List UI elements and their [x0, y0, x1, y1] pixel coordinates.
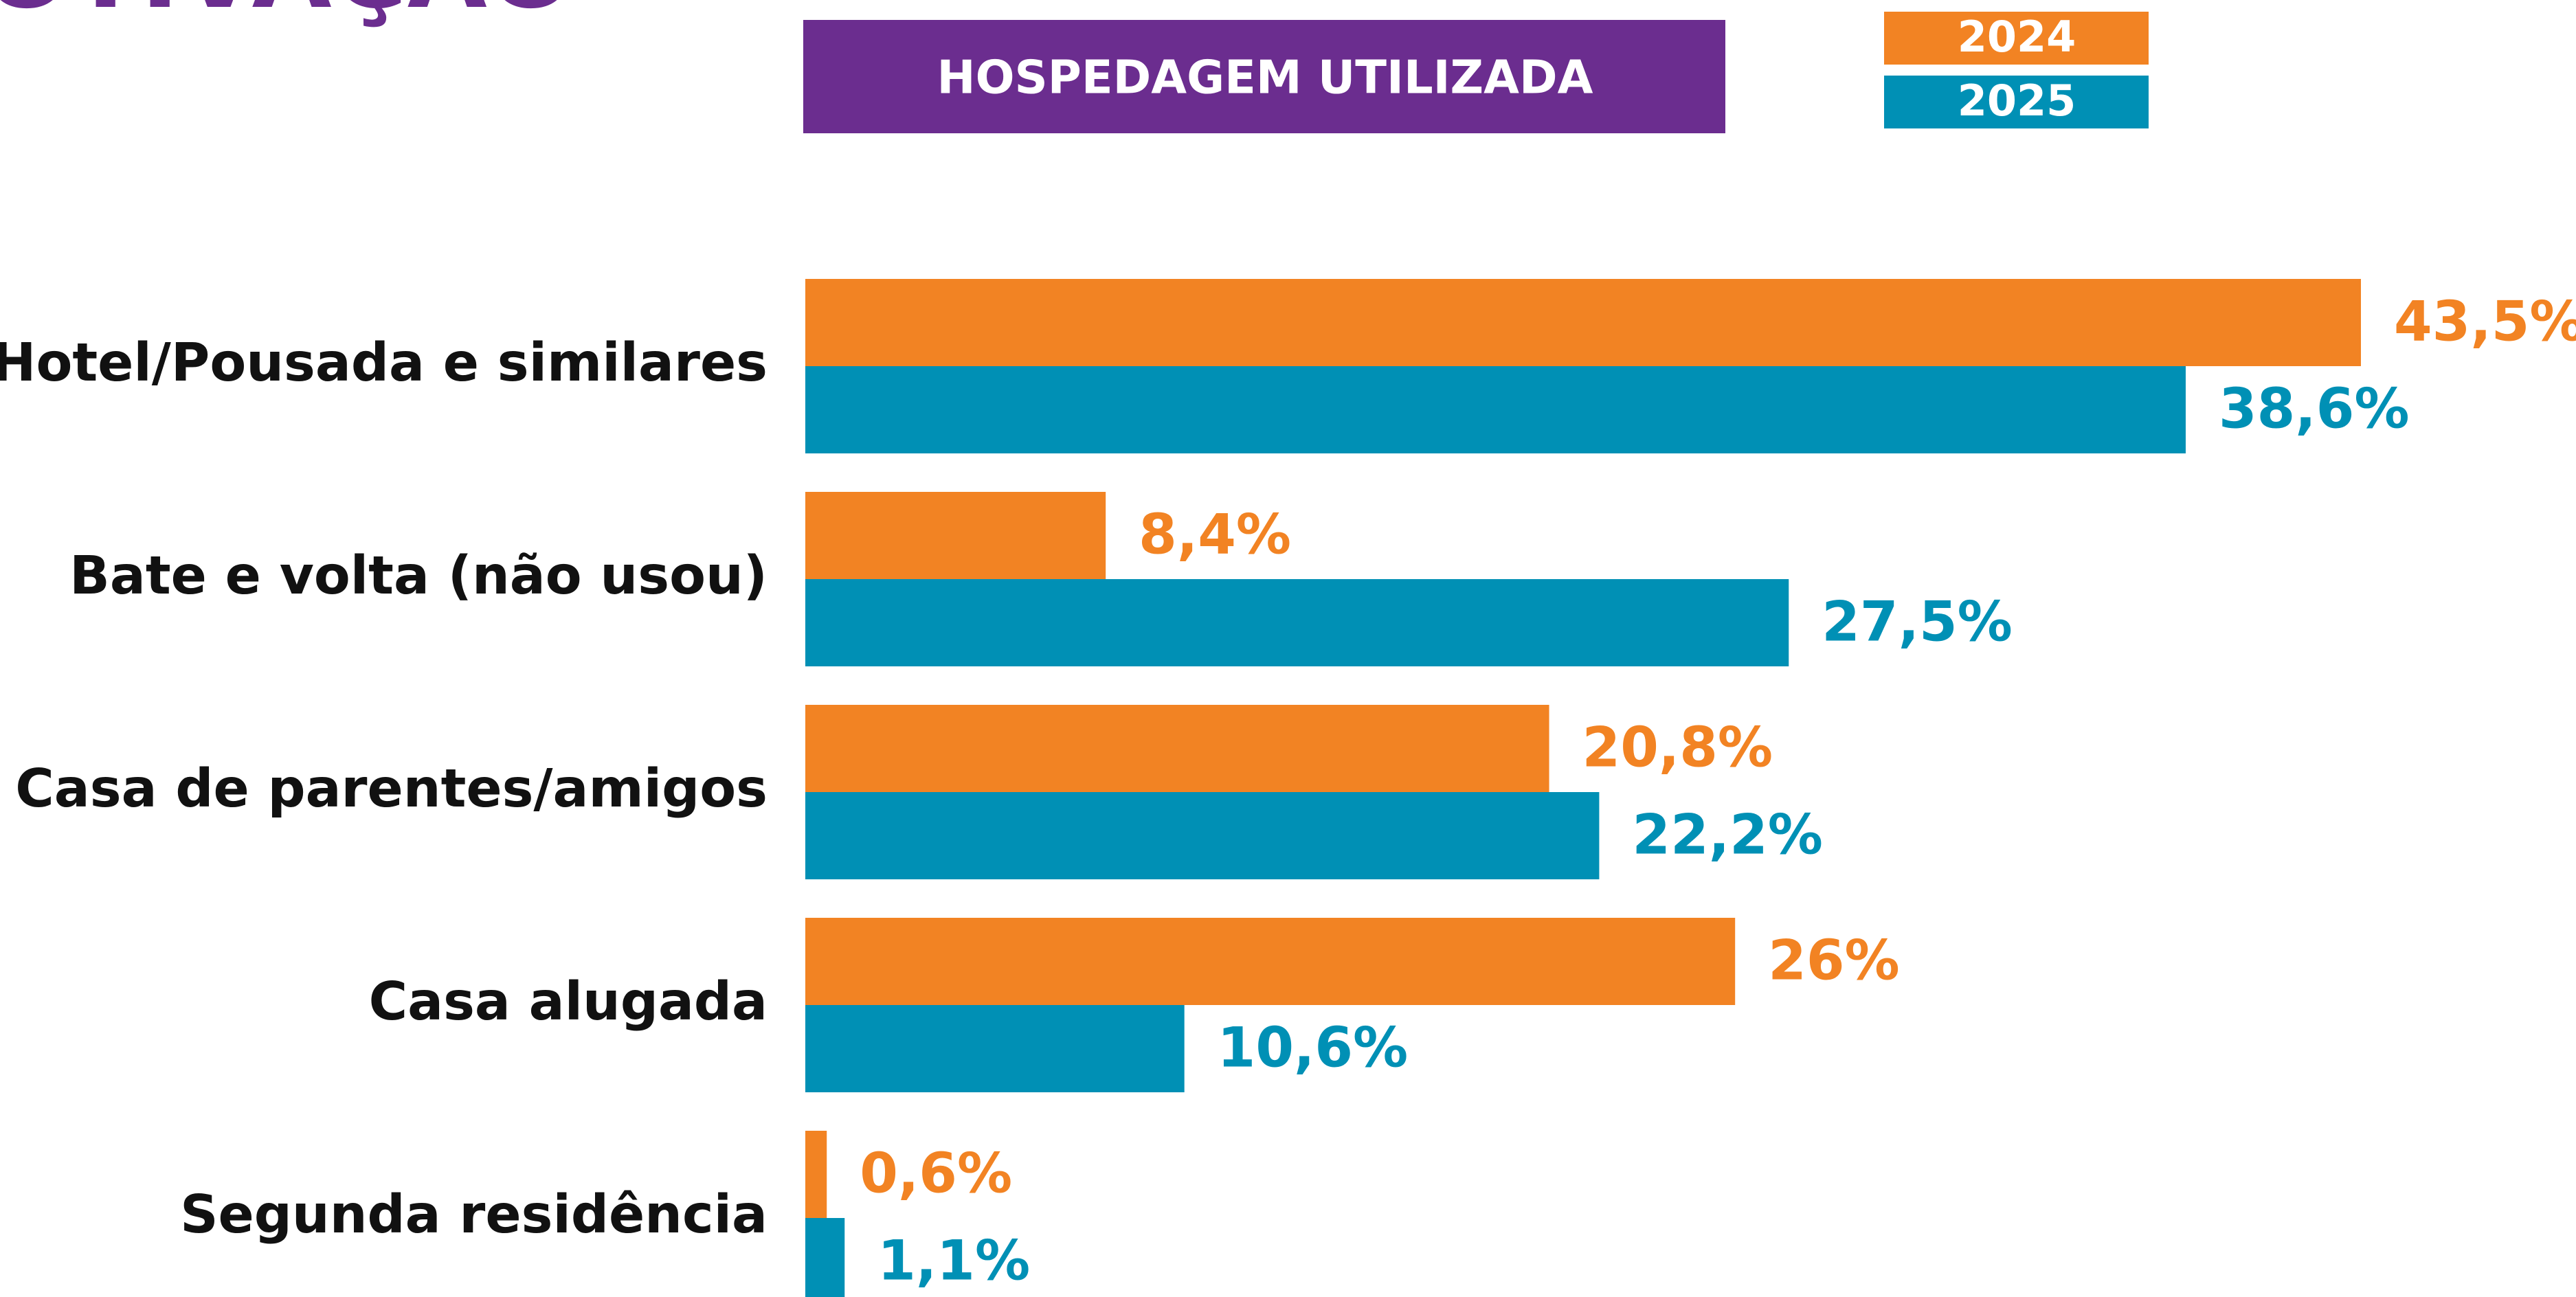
value-label: 1,1% [877, 1228, 1030, 1292]
bar [805, 1131, 827, 1218]
bar [805, 1218, 845, 1297]
bar [805, 918, 1736, 1005]
legend-label: 2024 [1958, 12, 2076, 62]
legend-label: 2025 [1958, 76, 2076, 126]
value-label: 26% [1768, 928, 1899, 992]
value-label: 38,6% [2219, 376, 2410, 440]
bar [805, 792, 1600, 879]
chart-subtitle: HOSPEDAGEM UTILIZADA [937, 51, 1593, 104]
bar [805, 279, 2361, 366]
chart-title: OTIVAÇÃO [0, 0, 574, 32]
bar [805, 492, 1106, 579]
bar [805, 705, 1549, 792]
value-label: 0,6% [860, 1141, 1012, 1205]
value-label: 8,4% [1139, 502, 1291, 566]
bar [805, 1005, 1185, 1092]
bar [805, 366, 2186, 453]
bar [805, 579, 1789, 666]
legend-swatch [1884, 12, 2149, 65]
category-label: Hotel/Pousada e similares [0, 332, 768, 394]
category-label: Casa de parentes/amigos [15, 758, 768, 820]
category-label: Segunda residência [180, 1184, 768, 1245]
value-label: 43,5% [2394, 289, 2576, 353]
category-label: Bate e volta (não usou) [69, 545, 768, 607]
value-label: 22,2% [1632, 802, 1823, 866]
value-label: 20,8% [1582, 715, 1773, 779]
legend-swatch [1884, 76, 2149, 128]
subtitle-box [803, 20, 1725, 133]
category-label: Casa alugada [369, 971, 768, 1033]
value-label: 27,5% [1822, 589, 2013, 653]
value-label: 10,6% [1218, 1015, 1409, 1079]
